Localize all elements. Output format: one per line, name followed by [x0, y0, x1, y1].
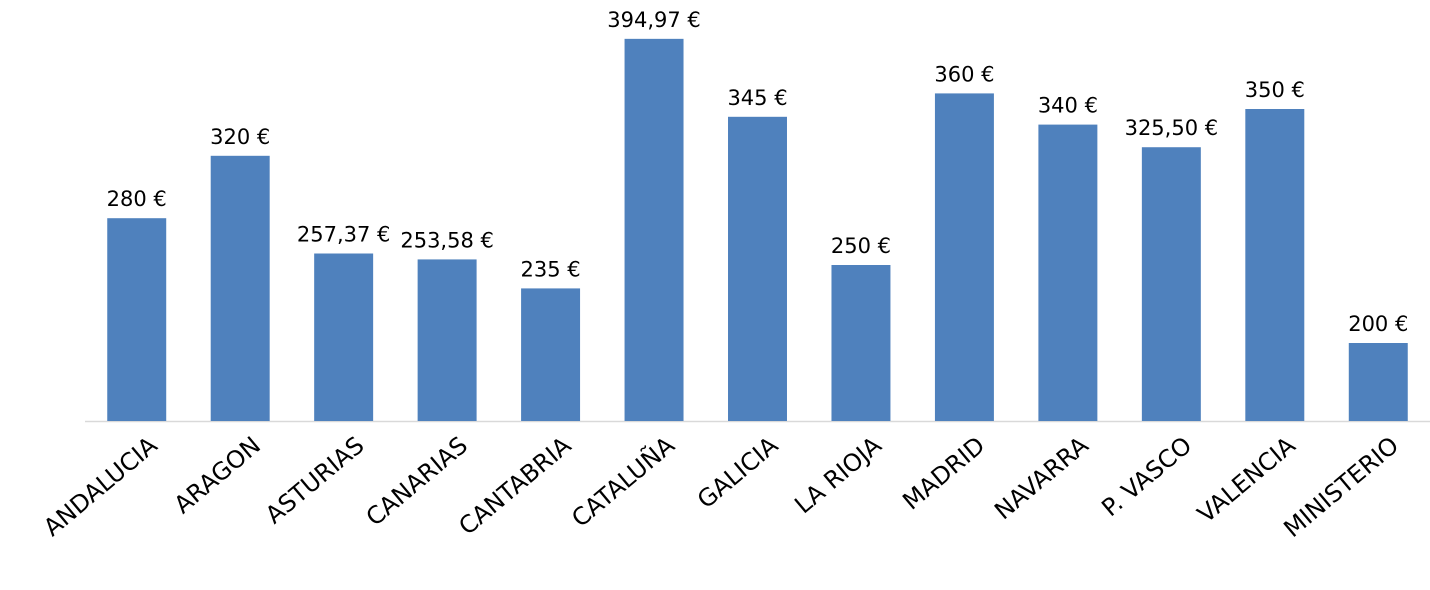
value-label: 340 € — [1038, 94, 1098, 118]
x-tick-label: CATALUÑA — [565, 429, 680, 532]
x-tick-label: P. VASCO — [1096, 431, 1197, 522]
value-label: 250 € — [831, 234, 891, 258]
bar — [728, 116, 787, 422]
bar — [521, 288, 581, 421]
bar — [831, 265, 891, 421]
value-label: 235 € — [521, 257, 581, 281]
value-label: 320 € — [210, 125, 270, 149]
value-label: 345 € — [727, 86, 787, 110]
x-tick-label: ANDALUCIA — [38, 431, 163, 542]
bar — [624, 38, 684, 421]
x-tick-label: LA RIOJA — [789, 431, 887, 519]
x-tick-label: MINISTERIO — [1278, 431, 1404, 543]
bar — [1141, 147, 1201, 421]
bar — [1245, 109, 1305, 421]
value-label: 257,37 € — [297, 223, 391, 247]
value-label: 360 € — [934, 62, 994, 86]
value-label: 325,50 € — [1125, 116, 1219, 140]
x-tick-label: CANTABRIA — [453, 431, 576, 541]
bar — [1038, 124, 1098, 421]
x-tick-label: VALENCIA — [1192, 431, 1301, 529]
x-tick-label: GALICIA — [692, 431, 784, 514]
x-tick-label: ARAGON — [169, 431, 266, 519]
x-tick-label: NAVARRA — [989, 431, 1094, 525]
value-label: 350 € — [1245, 78, 1305, 102]
bar — [1348, 343, 1408, 421]
bar — [417, 259, 477, 421]
bar — [210, 155, 270, 422]
bar — [107, 218, 167, 421]
value-label: 280 € — [107, 187, 167, 211]
x-tick-label: MADRID — [897, 431, 990, 515]
bar — [314, 253, 374, 421]
x-tick-label: ASTURIAS — [260, 431, 369, 529]
value-label: 253,58 € — [400, 228, 494, 252]
value-label: 394,97 € — [607, 8, 701, 32]
bar — [934, 93, 994, 422]
value-label: 200 € — [1348, 312, 1408, 336]
